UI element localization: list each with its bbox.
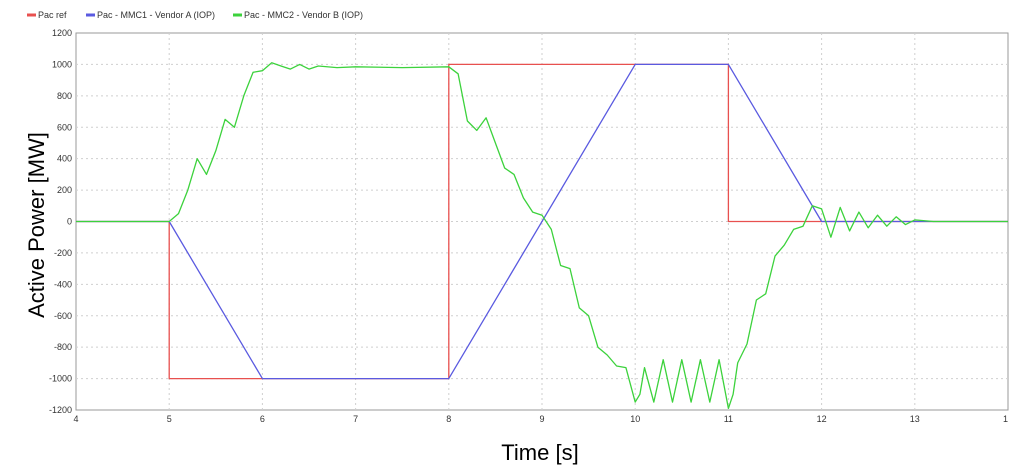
x-tick-label: 7 <box>353 414 358 424</box>
legend-label-mmc1: Pac - MMC1 - Vendor A (IOP) <box>97 10 215 20</box>
y-tick-label: 400 <box>57 154 72 164</box>
series-lines <box>76 62 1008 410</box>
y-tick-label: -600 <box>54 311 72 321</box>
y-tick-label: 200 <box>57 185 72 195</box>
x-tick-label: 9 <box>539 414 544 424</box>
y-tick-label: -200 <box>54 248 72 258</box>
y-tick-label: -400 <box>54 279 72 289</box>
x-axis-title: Time [s] <box>501 440 578 465</box>
y-tick-label: 600 <box>57 122 72 132</box>
y-axis-title: Active Power [MW] <box>24 132 49 318</box>
y-tick-label: 800 <box>57 91 72 101</box>
x-tick-label: 6 <box>260 414 265 424</box>
y-tick-label: -1000 <box>49 374 72 384</box>
x-tick-label: 8 <box>446 414 451 424</box>
x-tick-label: 11 <box>724 414 733 424</box>
x-tick-label: 5 <box>167 414 172 424</box>
y-tick-label: -800 <box>54 342 72 352</box>
legend-label-mmc2: Pac - MMC2 - Vendor B (IOP) <box>244 10 363 20</box>
series-line-pac-ref <box>76 63 1008 380</box>
x-tick-label: 13 <box>910 414 920 424</box>
y-tick-label: -1200 <box>49 405 72 415</box>
x-tick-label: 4 <box>73 414 78 424</box>
x-axis-ticks: 4 5 6 7 8 9 10 11 12 13 1 <box>73 414 1008 424</box>
series-line-mmc1 <box>76 63 1008 380</box>
x-tick-label: 10 <box>630 414 640 424</box>
x-tick-label: 12 <box>817 414 827 424</box>
x-tick-label: 1 <box>1003 414 1008 424</box>
series-line-mmc2 <box>76 62 1008 410</box>
legend: Pac ref Pac - MMC1 - Vendor A (IOP) Pac … <box>27 10 363 20</box>
y-tick-label: 0 <box>67 217 72 227</box>
y-axis-ticks: -1200 -1000 -800 -600 -400 -200 0 200 400 600 800 1… <box>49 28 72 415</box>
y-tick-label: 1000 <box>52 59 72 69</box>
legend-label-pac-ref: Pac ref <box>38 10 67 20</box>
y-tick-label: 1200 <box>52 28 72 38</box>
